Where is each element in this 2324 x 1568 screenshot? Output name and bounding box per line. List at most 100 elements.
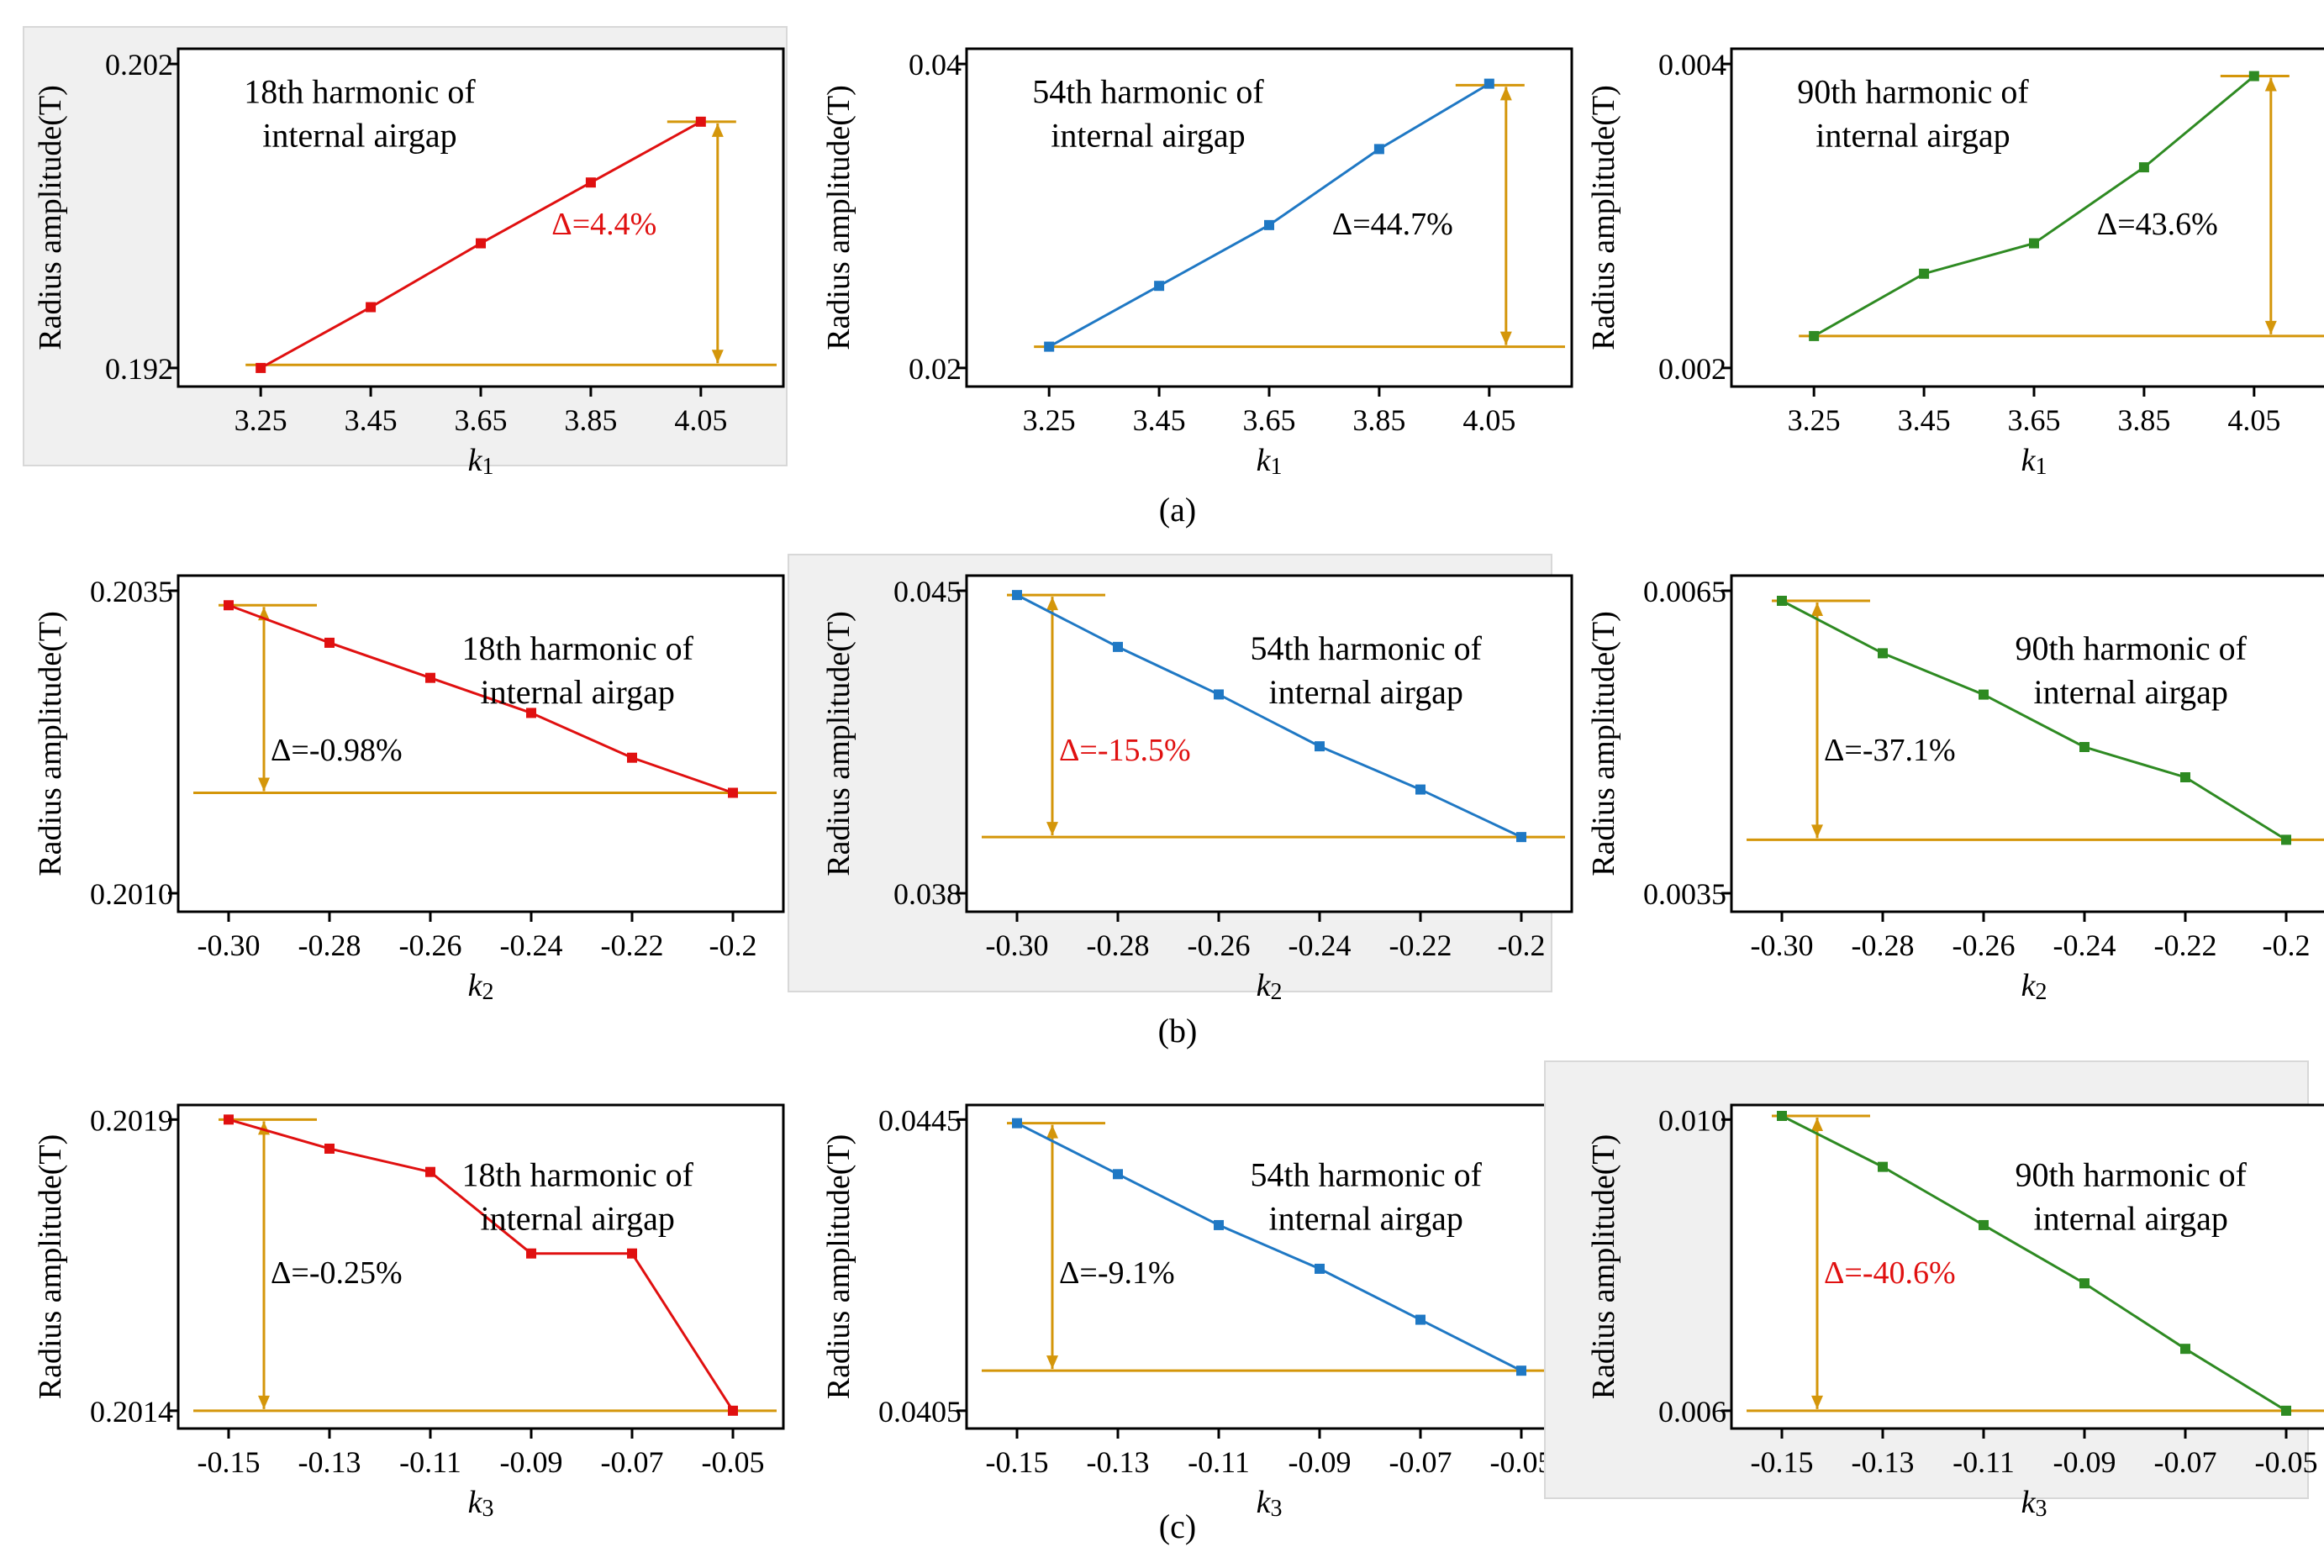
- x-tick-label: -0.15: [1751, 1445, 1814, 1479]
- data-point: [2281, 834, 2291, 845]
- chart-panel-c2: -0.15 -0.13 -0.11 -0.09 -0.07 -0.05 0.0405 0.04…: [821, 1103, 1573, 1522]
- data-point: [1483, 78, 1494, 89]
- x-tick-label: 3.25: [235, 403, 287, 437]
- x-tick-label: -0.07: [2154, 1445, 2217, 1479]
- data-point: [695, 116, 706, 127]
- y-tick-label: 0.2014: [90, 1395, 173, 1429]
- chart-panel-c1: -0.15 -0.13 -0.11 -0.09 -0.07 -0.05 0.2014 0.20…: [33, 1103, 785, 1522]
- x-tick-label: 3.45: [1133, 403, 1186, 437]
- plot-frame: [1730, 574, 2324, 913]
- data-point: [2138, 162, 2149, 173]
- x-tick-label: 3.85: [1352, 403, 1405, 437]
- arrow-head-top: [1811, 602, 1823, 616]
- delta-annotation: Δ=44.7%: [1332, 207, 1453, 242]
- row-label-a: (a): [1159, 491, 1196, 529]
- x-tick-label: -0.07: [601, 1445, 664, 1479]
- y-axis-label: Radius amplitude(T): [821, 611, 856, 876]
- chart-title: 90th harmonic of internal airgap: [1797, 72, 2029, 154]
- y-tick-label: 0.02: [909, 352, 962, 386]
- y-axis-label: Radius amplitude(T): [33, 611, 68, 876]
- plot-area: [1731, 576, 2324, 912]
- x-tick-label: -0.24: [500, 929, 563, 962]
- x-tick-label: 4.05: [2227, 403, 2280, 437]
- data-point: [2180, 772, 2190, 782]
- data-point: [1979, 689, 1989, 700]
- x-tick-label: -0.22: [2154, 929, 2217, 962]
- y-tick-label: 0.0035: [1643, 877, 1726, 911]
- plot-frame: [177, 574, 785, 913]
- x-tick-label: 3.45: [345, 403, 398, 437]
- x-axis-label: k2: [2021, 968, 2047, 1005]
- x-tick-label: -0.13: [1087, 1445, 1150, 1479]
- y-axis-label: Radius amplitude(T): [33, 85, 68, 350]
- chart-title: 18th harmonic of internal airgap: [461, 629, 693, 711]
- data-point: [728, 787, 738, 798]
- plot-frame: [177, 1103, 785, 1430]
- chart-title: 54th harmonic of internal airgap: [1250, 1155, 1482, 1237]
- arrow-head-top: [1046, 597, 1058, 611]
- x-tick-label: -0.15: [198, 1445, 261, 1479]
- row-label-c: (c): [1159, 1507, 1196, 1545]
- y-tick-label: 0.0065: [1643, 575, 1726, 608]
- x-axis-label: k2: [1257, 968, 1283, 1005]
- x-tick-label: -0.24: [1288, 929, 1352, 962]
- data-point: [1777, 596, 1787, 606]
- plot-area: [1731, 49, 2324, 387]
- x-tick-label: -0.05: [1490, 1445, 1553, 1479]
- x-tick-label: -0.11: [1188, 1445, 1250, 1479]
- data-point: [1012, 590, 1022, 601]
- delta-annotation: Δ=-9.1%: [1059, 1255, 1175, 1291]
- series-line: [228, 603, 734, 794]
- x-tick-label: 3.25: [1023, 403, 1076, 437]
- arrow-head-bottom: [1811, 1395, 1823, 1409]
- y-tick-label: 0.002: [1658, 352, 1726, 386]
- data-point: [1809, 330, 1820, 341]
- x-tick-label: -0.05: [2255, 1445, 2318, 1479]
- delta-annotation: Δ=-37.1%: [1824, 733, 1956, 768]
- data-point: [1415, 1314, 1425, 1325]
- data-point: [2029, 238, 2039, 249]
- delta-annotation: Δ=-0.98%: [271, 733, 403, 768]
- y-tick-label: 0.0405: [878, 1395, 962, 1429]
- arrow-head-bottom: [258, 1395, 270, 1409]
- data-point: [366, 302, 377, 313]
- plot-area: [178, 1105, 783, 1429]
- chart-panel-a1: 3.25 3.45 3.65 3.85 4.05 0.192 0.202 k1 Radius a…: [23, 26, 788, 480]
- x-axis-label: k3: [468, 1485, 494, 1522]
- x-tick-label: -0.26: [1188, 929, 1251, 962]
- chart-title: 18th harmonic of internal airgap: [244, 72, 476, 154]
- data-point: [1113, 641, 1123, 652]
- x-tick-label: -0.11: [1952, 1445, 2015, 1479]
- data-point: [476, 238, 486, 249]
- data-point: [2281, 1405, 2291, 1416]
- data-point: [256, 362, 266, 373]
- data-point: [1516, 1365, 1526, 1376]
- chart-panel-a3: 3.25 3.45 3.65 3.85 4.05 0.002 0.004 k1 Radius a…: [1586, 47, 2324, 480]
- y-tick-label: 0.045: [893, 575, 962, 608]
- x-tick-label: -0.28: [1852, 929, 1915, 962]
- data-point: [1264, 219, 1274, 230]
- y-axis-label: Radius amplitude(T): [33, 1134, 68, 1400]
- data-point: [1979, 1219, 1989, 1230]
- arrow-head-bottom: [258, 777, 270, 792]
- x-axis-label: k3: [1257, 1485, 1283, 1522]
- series-line: [1016, 593, 1522, 839]
- plot-frame: [965, 574, 1573, 913]
- data-point: [1373, 144, 1384, 155]
- data-point: [1777, 1110, 1787, 1121]
- chart-panel-c3: -0.15 -0.13 -0.11 -0.09 -0.07 -0.05 0.010 0.006…: [1544, 1060, 2324, 1522]
- chart-title: 90th harmonic of internal airgap: [2015, 629, 2247, 711]
- x-tick-label: -0.30: [986, 929, 1049, 962]
- data-point: [1044, 341, 1055, 352]
- y-axis-label: Radius amplitude(T): [821, 85, 856, 350]
- x-tick-label: -0.2: [709, 929, 757, 962]
- data-point: [2079, 742, 2089, 752]
- chart-panel-b3: -0.30 -0.28 -0.26 -0.24 -0.22 -0.2 0.0035 0.006…: [1586, 574, 2324, 1005]
- x-tick-label: -0.26: [399, 929, 462, 962]
- x-tick-label: 3.25: [1788, 403, 1841, 437]
- arrow-head-bottom: [711, 350, 724, 364]
- x-axis-label: k1: [2021, 443, 2047, 480]
- y-tick-label: 0.2010: [90, 877, 173, 911]
- series-line: [228, 1118, 735, 1412]
